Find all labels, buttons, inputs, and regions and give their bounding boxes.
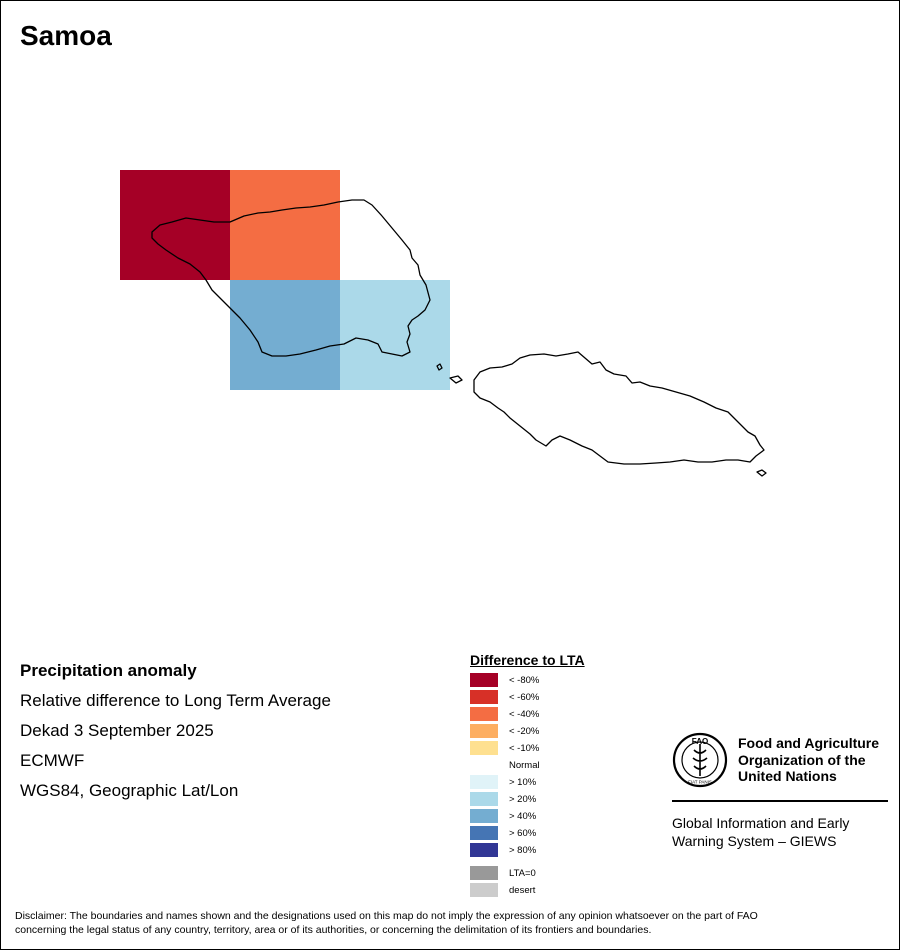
info-line-relative-difference: Relative difference to Long Term Average: [20, 691, 331, 710]
legend-swatch: [470, 690, 498, 704]
disclaimer-line: Disclaimer: The boundaries and names sho…: [15, 910, 758, 922]
legend-label: < -20%: [509, 726, 540, 737]
legend-label: > 20%: [509, 794, 537, 805]
map-canvas: [120, 170, 767, 477]
grid-cell-nw: [120, 170, 230, 280]
legend-swatch: [470, 826, 498, 840]
disclaimer-line: concerning the legal status of any count…: [15, 924, 652, 936]
giews-name: Global Information and Early Warning Sys…: [672, 814, 888, 850]
fao-name-line: Organization of the: [738, 751, 866, 768]
legend-extra-item: LTA=0: [470, 866, 585, 883]
fao-name-line: United Nations: [738, 768, 837, 784]
info-heading: Precipitation anomaly: [20, 661, 197, 680]
map-info-block: Precipitation anomaly Relative differenc…: [20, 656, 331, 806]
legend-item: Normal: [470, 758, 585, 775]
legend-label: Normal: [509, 760, 540, 771]
legend-swatch: [470, 707, 498, 721]
legend-item: < -60%: [470, 690, 585, 707]
fao-name-line: Food and Agriculture: [738, 735, 880, 751]
legend-item: > 40%: [470, 809, 585, 826]
legend-swatch: [470, 809, 498, 823]
legend-swatch: [470, 741, 498, 755]
legend-label: < -60%: [509, 692, 540, 703]
legend-item: > 10%: [470, 775, 585, 792]
legend-label: < -40%: [509, 709, 540, 720]
legend-item: > 60%: [470, 826, 585, 843]
fao-emblem-text: FAO: [692, 737, 708, 746]
legend-item: > 80%: [470, 843, 585, 860]
legend-label: desert: [509, 885, 536, 896]
info-line-dekad: Dekad 3 September 2025: [20, 721, 214, 740]
savaii-island-outline: [151, 199, 431, 357]
fao-organization-name: Food and Agriculture Organization of the…: [738, 735, 898, 785]
legend-title: Difference to LTA: [470, 652, 585, 668]
info-line-model: ECMWF: [20, 751, 85, 770]
fao-logo-icon: FAO FIAT PANIS: [672, 732, 728, 788]
legend-label: < -80%: [509, 675, 540, 686]
legend-label: > 80%: [509, 845, 537, 856]
legend-swatch: [470, 758, 498, 772]
grid-cell-sw: [230, 280, 340, 390]
giews-line: Global Information and Early: [672, 815, 850, 831]
map-title: Samoa: [20, 20, 112, 51]
apolima-islet-outline: [449, 375, 463, 384]
disclaimer: Disclaimer: The boundaries and names sho…: [15, 909, 885, 937]
anomaly-grid: [120, 170, 450, 390]
manono-islet-outline: [436, 363, 443, 371]
legend-swatch: [470, 843, 498, 857]
legend-label: > 10%: [509, 777, 537, 788]
nuutele-islet-outline: [756, 469, 767, 477]
legend: Difference to LTA < -80% < -60% < -40% <…: [470, 652, 585, 900]
legend-swatch: [470, 724, 498, 738]
legend-item: < -10%: [470, 741, 585, 758]
legend-swatch: [470, 673, 498, 687]
info-line-projection: WGS84, Geographic Lat/Lon: [20, 781, 239, 800]
legend-item: < -40%: [470, 707, 585, 724]
legend-label: > 60%: [509, 828, 537, 839]
legend-item: < -20%: [470, 724, 585, 741]
legend-label: > 40%: [509, 811, 537, 822]
giews-line: Warning System – GIEWS: [672, 833, 837, 849]
upolu-island-outline: [473, 351, 765, 465]
legend-label: LTA=0: [509, 868, 536, 879]
grid-cell-n: [230, 170, 340, 280]
grid-cell-se: [340, 280, 450, 390]
legend-extra-swatch: [470, 883, 498, 897]
fao-divider: [672, 800, 888, 802]
legend-item: > 20%: [470, 792, 585, 809]
legend-swatch: [470, 792, 498, 806]
legend-extra-item: desert: [470, 883, 585, 900]
legend-item: < -80%: [470, 673, 585, 690]
legend-extra-swatch: [470, 866, 498, 880]
legend-swatch: [470, 775, 498, 789]
fao-motto-text: FIAT PANIS: [688, 780, 712, 785]
legend-label: < -10%: [509, 743, 540, 754]
